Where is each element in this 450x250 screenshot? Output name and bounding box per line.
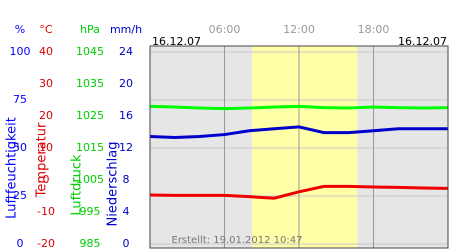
series-line bbox=[149, 184, 449, 200]
y-tick-label: 12 bbox=[119, 141, 133, 154]
footer: Erstellt: 19.01.2012 10:47 bbox=[172, 235, 303, 246]
daylight bbox=[251, 46, 358, 248]
y-tick-label: 1025 bbox=[76, 109, 104, 122]
y-tick-label: 1035 bbox=[76, 77, 104, 90]
y-tick-label: 50 bbox=[13, 141, 27, 154]
y-tick-label: 40 bbox=[39, 45, 53, 58]
y-tick-label: 30 bbox=[39, 77, 53, 90]
y-tick-label: 1015 bbox=[76, 141, 104, 154]
y-tick-label: 75 bbox=[13, 93, 27, 106]
axis-unit: hPa bbox=[80, 23, 100, 36]
axis-unit: °C bbox=[39, 23, 53, 36]
date-label: 16.12.07 bbox=[398, 35, 447, 48]
axis-title: Temperatur bbox=[35, 122, 50, 198]
axis-unit: % bbox=[15, 23, 25, 36]
y-tick-label: -10 bbox=[37, 205, 55, 218]
x-tick-label: 12:00 bbox=[283, 23, 315, 36]
y-tick-label: 8 bbox=[123, 173, 130, 186]
axis-unit: mm/h bbox=[110, 23, 142, 36]
y-tick-label: 995 bbox=[80, 205, 101, 218]
y-tick-label: -20 bbox=[37, 237, 55, 250]
y-tick-label: 985 bbox=[80, 237, 101, 250]
y-tick-label: 0 bbox=[123, 237, 130, 250]
axis-title: Luftdruck bbox=[70, 154, 85, 216]
y-tick-label: 0 bbox=[17, 237, 24, 250]
series-line bbox=[149, 104, 449, 111]
y-tick-label: 0 bbox=[43, 173, 50, 186]
y-tick-label: 20 bbox=[39, 109, 53, 122]
y-tick-label: 16 bbox=[119, 109, 133, 122]
y-tick-label: 10 bbox=[39, 141, 53, 154]
y-tick-label: 100 bbox=[10, 45, 31, 58]
y-tick-label: 20 bbox=[119, 77, 133, 90]
y-tick-label: 1005 bbox=[76, 173, 104, 186]
axis-title: Luftfeuchtigkeit bbox=[5, 117, 20, 219]
axis-title: Niederschlag bbox=[106, 142, 121, 227]
series-line bbox=[149, 125, 448, 139]
y-tick-label: 4 bbox=[123, 205, 130, 218]
date-label: 16.12.07 bbox=[152, 35, 201, 48]
x-tick-label: 06:00 bbox=[209, 23, 241, 36]
y-tick-label: 1045 bbox=[76, 45, 104, 58]
y-tick-label: 25 bbox=[13, 189, 27, 202]
y-tick-label: 24 bbox=[119, 45, 133, 58]
x-tick-label: 18:00 bbox=[358, 23, 390, 36]
plot-frame bbox=[149, 45, 449, 249]
